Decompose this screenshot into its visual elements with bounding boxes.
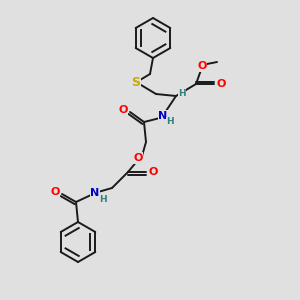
Text: O: O — [50, 187, 60, 197]
Text: H: H — [166, 118, 174, 127]
Text: S: S — [131, 76, 140, 88]
Text: O: O — [118, 105, 128, 115]
Text: H: H — [99, 194, 107, 203]
Text: O: O — [216, 79, 226, 89]
Text: O: O — [133, 153, 143, 163]
Text: O: O — [197, 61, 207, 71]
Text: N: N — [90, 188, 100, 198]
Text: N: N — [158, 111, 168, 121]
Text: O: O — [148, 167, 158, 177]
Text: H: H — [178, 88, 186, 98]
